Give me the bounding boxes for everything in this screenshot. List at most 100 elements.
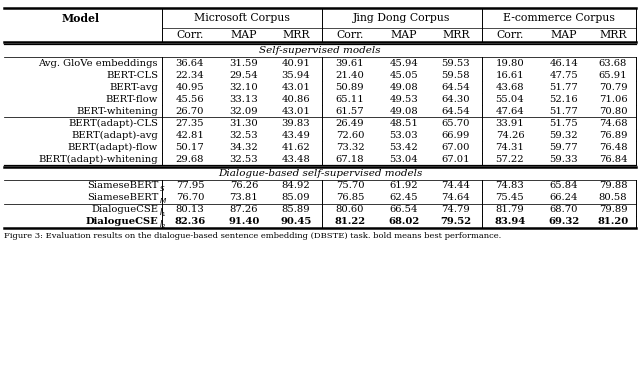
Text: 19.80: 19.80 (495, 58, 524, 68)
Text: 49.08: 49.08 (390, 83, 419, 91)
Text: 26.49: 26.49 (336, 119, 364, 127)
Text: 50.17: 50.17 (175, 142, 204, 152)
Text: 55.04: 55.04 (495, 94, 524, 103)
Text: 62.45: 62.45 (390, 193, 419, 203)
Text: 67.00: 67.00 (442, 142, 470, 152)
Text: 16.61: 16.61 (496, 70, 524, 80)
Text: 43.01: 43.01 (282, 83, 310, 91)
Text: 82.36: 82.36 (174, 218, 205, 226)
Text: 76.48: 76.48 (598, 142, 627, 152)
Text: 52.16: 52.16 (550, 94, 579, 103)
Text: 21.40: 21.40 (335, 70, 364, 80)
Text: 84.92: 84.92 (282, 182, 310, 190)
Text: MRR: MRR (442, 30, 470, 40)
Text: Microsoft Corpus: Microsoft Corpus (194, 14, 290, 23)
Text: SiameseBERT: SiameseBERT (86, 182, 158, 190)
Text: $I_1$: $I_1$ (159, 206, 166, 219)
Text: 74.31: 74.31 (495, 142, 524, 152)
Text: 39.61: 39.61 (336, 58, 364, 68)
Text: 51.77: 51.77 (550, 83, 579, 91)
Text: 66.54: 66.54 (390, 206, 419, 214)
Text: DialogueCSE: DialogueCSE (91, 206, 158, 214)
Text: Dialogue-based self-supervised models: Dialogue-based self-supervised models (218, 169, 422, 178)
Text: MAP: MAP (391, 30, 417, 40)
Text: 90.45: 90.45 (280, 218, 312, 226)
Text: 47.64: 47.64 (495, 106, 524, 116)
Text: BERT-flow: BERT-flow (106, 94, 158, 103)
Text: Self-supervised models: Self-supervised models (259, 46, 381, 55)
Text: 46.14: 46.14 (550, 58, 579, 68)
Text: 59.33: 59.33 (550, 155, 579, 164)
Text: SiameseBERT: SiameseBERT (86, 193, 158, 203)
Text: 40.86: 40.86 (282, 94, 310, 103)
Text: 45.94: 45.94 (390, 58, 419, 68)
Text: Jing Dong Corpus: Jing Dong Corpus (353, 14, 451, 23)
Text: 64.54: 64.54 (442, 83, 470, 91)
Text: 70.79: 70.79 (598, 83, 627, 91)
Text: 81.22: 81.22 (335, 218, 365, 226)
Text: 53.42: 53.42 (390, 142, 419, 152)
Text: 77.95: 77.95 (176, 182, 204, 190)
Text: BERT(adapt)-avg: BERT(adapt)-avg (71, 130, 158, 139)
Text: 65.70: 65.70 (442, 119, 470, 127)
Text: 81.79: 81.79 (495, 206, 524, 214)
Text: 67.18: 67.18 (336, 155, 364, 164)
Text: 53.03: 53.03 (390, 131, 419, 139)
Text: 26.70: 26.70 (176, 106, 204, 116)
Text: 85.09: 85.09 (282, 193, 310, 203)
Text: 74.68: 74.68 (598, 119, 627, 127)
Text: 39.83: 39.83 (282, 119, 310, 127)
Text: MAP: MAP (551, 30, 577, 40)
Text: 43.68: 43.68 (496, 83, 524, 91)
Text: 32.53: 32.53 (230, 131, 259, 139)
Text: Corr.: Corr. (336, 30, 364, 40)
Text: 22.34: 22.34 (175, 70, 204, 80)
Text: 43.48: 43.48 (282, 155, 310, 164)
Text: 73.81: 73.81 (230, 193, 259, 203)
Text: 34.32: 34.32 (230, 142, 259, 152)
Text: 59.53: 59.53 (442, 58, 470, 68)
Text: $M$: $M$ (159, 196, 167, 205)
Text: 66.24: 66.24 (550, 193, 579, 203)
Text: 59.77: 59.77 (550, 142, 579, 152)
Text: 59.58: 59.58 (442, 70, 470, 80)
Text: 61.92: 61.92 (390, 182, 419, 190)
Text: Model: Model (62, 13, 100, 24)
Text: 40.91: 40.91 (282, 58, 310, 68)
Text: 68.02: 68.02 (388, 218, 420, 226)
Text: 43.01: 43.01 (282, 106, 310, 116)
Text: 31.59: 31.59 (230, 58, 259, 68)
Text: 48.51: 48.51 (390, 119, 419, 127)
Text: 33.91: 33.91 (495, 119, 524, 127)
Text: 75.45: 75.45 (495, 193, 524, 203)
Text: 73.32: 73.32 (336, 142, 364, 152)
Text: 85.89: 85.89 (282, 206, 310, 214)
Text: MAP: MAP (231, 30, 257, 40)
Text: 87.26: 87.26 (230, 206, 259, 214)
Text: Figure 3: Evaluation results on the dialogue-based sentence embedding (DBSTE) ta: Figure 3: Evaluation results on the dial… (4, 232, 501, 240)
Text: 83.94: 83.94 (494, 218, 525, 226)
Text: MRR: MRR (282, 30, 310, 40)
Text: 49.53: 49.53 (390, 94, 419, 103)
Text: 64.30: 64.30 (442, 94, 470, 103)
Text: 74.26: 74.26 (496, 131, 524, 139)
Text: 45.05: 45.05 (390, 70, 419, 80)
Text: 79.52: 79.52 (440, 218, 472, 226)
Text: BERT(adapt)-CLS: BERT(adapt)-CLS (68, 119, 158, 128)
Text: 74.79: 74.79 (442, 206, 470, 214)
Text: MRR: MRR (599, 30, 627, 40)
Text: 70.80: 70.80 (598, 106, 627, 116)
Text: 65.84: 65.84 (550, 182, 579, 190)
Text: 72.60: 72.60 (336, 131, 364, 139)
Text: 63.68: 63.68 (599, 58, 627, 68)
Text: 61.57: 61.57 (336, 106, 364, 116)
Text: BERT-whitening: BERT-whitening (76, 106, 158, 116)
Text: 43.49: 43.49 (282, 131, 310, 139)
Text: BERT-avg: BERT-avg (109, 83, 158, 91)
Text: $I_2$: $I_2$ (159, 218, 166, 231)
Text: 65.91: 65.91 (598, 70, 627, 80)
Text: 27.35: 27.35 (176, 119, 204, 127)
Text: E-commerce Corpus: E-commerce Corpus (503, 14, 615, 23)
Text: 68.70: 68.70 (550, 206, 579, 214)
Text: 29.68: 29.68 (176, 155, 204, 164)
